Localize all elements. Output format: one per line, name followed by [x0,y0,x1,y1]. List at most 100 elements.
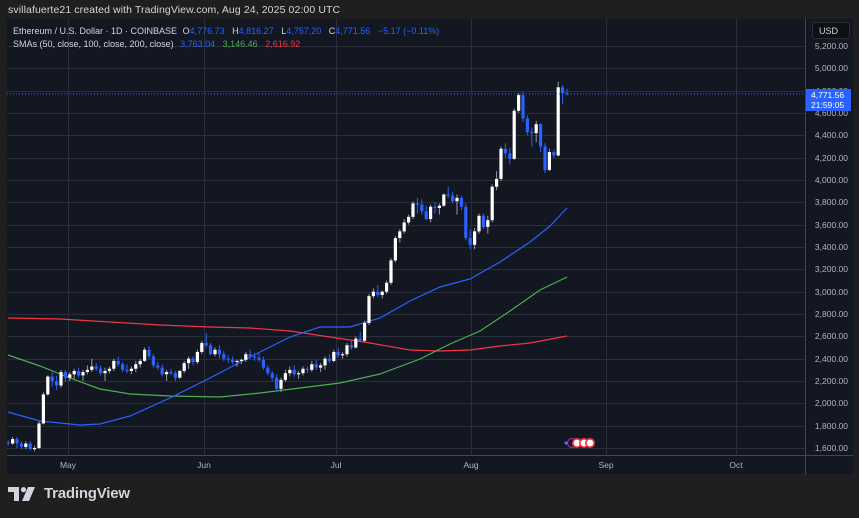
candle [107,366,111,374]
candle [512,108,516,160]
candle-body [345,345,349,355]
candle [288,366,292,377]
candle [341,351,345,359]
candle [407,214,411,225]
candle-body [327,358,331,361]
tradingview-wordmark: TradingView [44,485,130,502]
currency-button[interactable]: USD [812,22,850,39]
candle [473,228,477,250]
candle [464,203,468,241]
candle [517,92,521,114]
candle [521,91,525,122]
candle-body [354,338,358,348]
candle [165,369,169,382]
candle [455,194,459,215]
candle [389,258,393,285]
sma-legend-row[interactable]: SMAs (50, close, 100, close, 200, close)… [13,38,439,51]
candle-body [332,351,336,361]
candle [266,365,270,376]
candle [354,336,358,349]
candle [204,332,208,348]
candle [125,364,129,374]
time-axis[interactable]: May Jun Jul Aug Sep Oct [7,455,853,475]
candle-body [481,215,485,227]
candle [446,186,450,198]
symbol-legend-row[interactable]: Ethereum / U.S. Dollar · 1D · COINBASE O… [13,25,439,38]
sma200-value: 2,616.92 [265,39,301,49]
candle-body [77,370,81,376]
candle [81,369,85,382]
candle-body [15,439,19,444]
candle [209,343,213,356]
candle [543,143,547,174]
candle-body [178,370,182,378]
candle-body [486,220,490,227]
candle [147,346,151,359]
candle-body [530,131,534,134]
candlestick-chart[interactable] [7,19,805,455]
candle-body [182,363,186,371]
price-axis[interactable]: 1,600.00 1,800.00 2,000.00 2,200.00 2,400.00… [805,19,854,455]
candle [292,365,296,377]
candle-body [244,354,248,360]
candle [310,360,314,373]
candle-body [446,194,450,196]
candle-body [11,439,15,444]
price-tick-label: 4,600.00 [814,108,848,118]
candle [283,369,287,383]
candle-body [28,443,32,450]
price-tick-label: 3,800.00 [814,197,848,208]
candle [195,349,199,365]
candle [275,374,279,393]
candle [182,360,186,374]
candle [380,290,384,299]
candle-body [459,197,463,207]
candle [143,347,147,363]
candle-body [437,205,441,208]
candle [323,356,327,370]
candle-body [257,357,261,360]
tradingview-logo[interactable]: TradingView [8,485,130,502]
price-tick-label: 4,200.00 [814,152,848,163]
candle [398,229,402,243]
candle [55,375,59,390]
candle-body [270,373,274,378]
candle-body [41,394,45,424]
candle [239,358,243,365]
candle [94,363,98,371]
candle [160,364,164,377]
candle [191,356,195,366]
candle [63,369,67,383]
candle-body [292,369,296,375]
candle-body [424,211,428,220]
candle-body [231,359,235,363]
candle-body [305,368,309,370]
candle [376,284,380,298]
chart-legend: Ethereum / U.S. Dollar · 1D · COINBASE O… [13,25,439,51]
candle-body [499,148,503,179]
candle-body [125,369,129,371]
candle-body [94,366,98,369]
candle [37,421,41,450]
candle-body [160,367,164,375]
candle [305,366,309,374]
candle-body [402,222,406,232]
candle [33,445,37,452]
candle [103,367,107,382]
candle-body [156,365,160,368]
candle-body [107,368,111,371]
candle-body [451,195,455,202]
candle [213,347,217,357]
time-tick-label: Jul [330,460,342,470]
last-price-badge: 4,771.56 21:59:05 [806,88,851,111]
candle-body [200,343,204,352]
sma50-line [7,207,568,426]
candle [411,201,415,220]
candle-body [363,322,367,341]
time-tick-label: May [59,460,77,470]
candle [46,375,50,396]
candle [28,441,32,451]
candle-body [508,153,512,159]
candle [279,377,283,393]
chart-pane[interactable]: Ethereum / U.S. Dollar · 1D · COINBASE O… [7,19,805,455]
